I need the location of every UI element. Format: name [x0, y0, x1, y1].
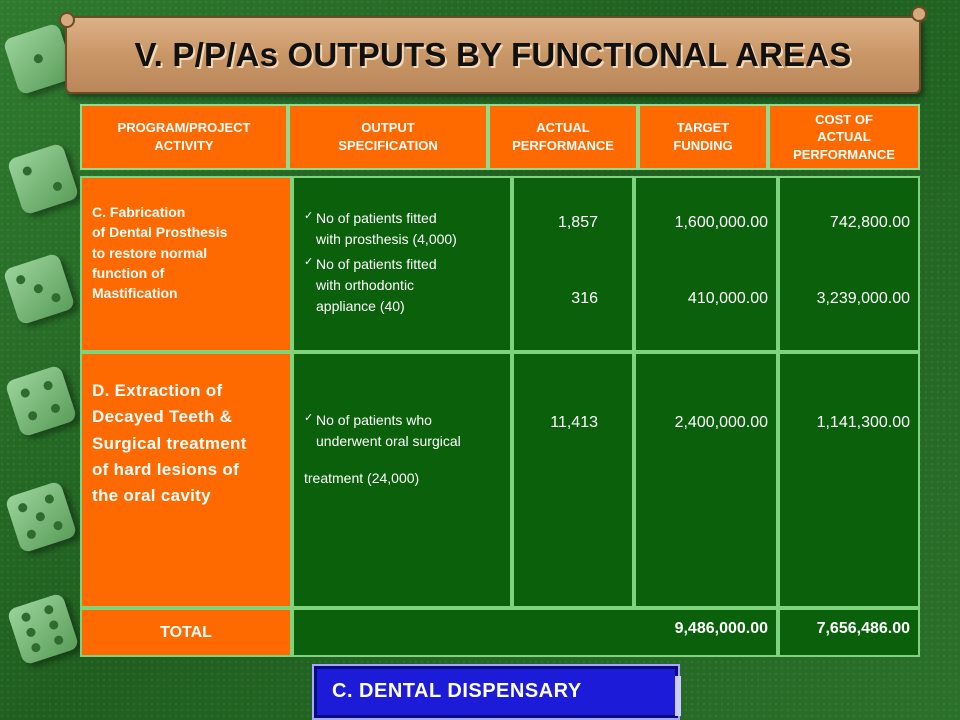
header-cost-actual-performance: COST OF ACTUAL PERFORMANCE: [768, 104, 920, 170]
title-banner: V. P/P/As OUTPUTS BY FUNCTIONAL AREAS: [59, 6, 927, 94]
total-cost-value: 7,656,486.00: [816, 620, 910, 637]
spec-continuation: treatment (24,000): [304, 470, 420, 486]
cost-value: 3,239,000.00: [816, 290, 910, 307]
die-icon: [6, 142, 80, 216]
total-label: TOTAL: [80, 608, 292, 657]
page-title: V. P/P/As OUTPUTS BY FUNCTIONAL AREAS: [134, 36, 852, 73]
header-program-activity: PROGRAM/PROJECT ACTIVITY: [80, 104, 288, 170]
cost-cell-fabrication: 742,800.00 3,239,000.00: [778, 176, 920, 352]
total-target-cell: 9,486,000.00: [292, 608, 778, 657]
header-target-funding: TARGET FUNDING: [638, 104, 768, 170]
activity-cell-extraction: D. Extraction of Decayed Teeth & Surgica…: [80, 352, 292, 608]
target-cell-extraction: 2,400,000.00: [634, 352, 778, 608]
spec-cell-fabrication: No of patients fitted with prosthesis (4…: [292, 176, 512, 352]
target-cell-fabrication: 1,600,000.00 410,000.00: [634, 176, 778, 352]
dental-dispensary-label: C. DENTAL DISPENSARY: [312, 664, 681, 720]
die-icon: [4, 364, 78, 438]
die-icon: [2, 252, 76, 326]
list-item: No of patients fitted with prosthesis (4…: [304, 208, 504, 250]
actual-cell-extraction: 11,413: [512, 352, 634, 608]
actual-cell-fabrication: 1,857 316: [512, 176, 634, 352]
cost-value: 742,800.00: [829, 214, 910, 231]
cost-cell-extraction: 1,141,300.00: [778, 352, 920, 608]
total-target-value: 9,486,000.00: [674, 620, 768, 637]
target-value: 2,400,000.00: [674, 414, 768, 431]
target-value: 1,600,000.00: [674, 214, 768, 231]
header-output-specification: OUTPUT SPECIFICATION: [288, 104, 488, 170]
spec-cell-extraction: No of patients who underwent oral surgic…: [292, 352, 512, 608]
target-value: 410,000.00: [687, 290, 768, 307]
die-icon: [4, 480, 78, 554]
total-cost-cell: 7,656,486.00: [778, 608, 920, 657]
dice-decoration: [0, 0, 90, 720]
actual-value: 1,857: [557, 214, 598, 231]
cost-value: 1,141,300.00: [816, 414, 910, 431]
list-item: No of patients fitted with orthodontic a…: [304, 254, 504, 317]
activity-cell-fabrication: C. Fabrication of Dental Prosthesis to r…: [80, 176, 292, 352]
actual-value: 11,413: [550, 414, 598, 431]
list-item: No of patients who underwent oral surgic…: [304, 410, 504, 452]
actual-value: 316: [571, 290, 598, 307]
header-actual-performance: ACTUAL PERFORMANCE: [488, 104, 638, 170]
die-icon: [6, 592, 80, 666]
outputs-table: PROGRAM/PROJECT ACTIVITY OUTPUT SPECIFICAT…: [80, 104, 920, 657]
